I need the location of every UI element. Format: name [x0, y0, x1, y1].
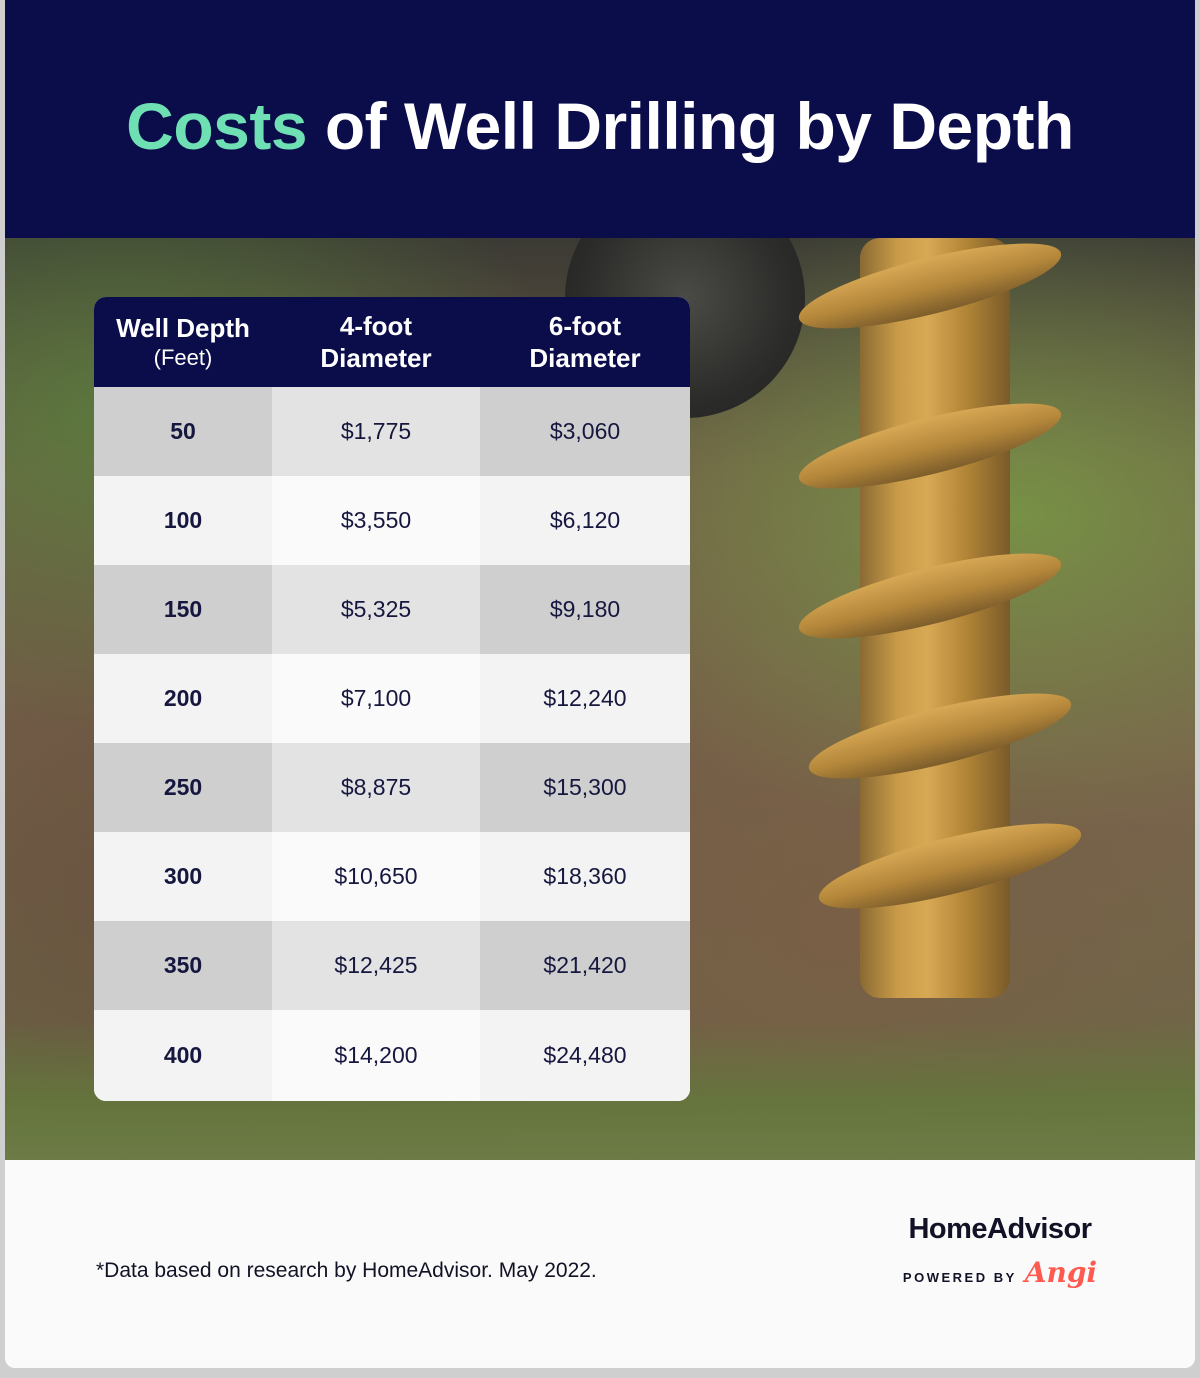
six-foot-cost-cell: $24,480: [480, 1010, 690, 1101]
table-row: 400 $14,200 $24,480: [94, 1010, 690, 1101]
four-foot-cost-cell: $5,325: [272, 565, 480, 654]
six-foot-cost-cell: $21,420: [480, 921, 690, 1010]
four-foot-cost-cell: $8,875: [272, 743, 480, 832]
brand-name: HomeAdvisor: [908, 1213, 1092, 1245]
six-foot-cost-cell: $12,240: [480, 654, 690, 743]
six-foot-cost-cell: $6,120: [480, 476, 690, 565]
four-foot-cost-cell: $3,550: [272, 476, 480, 565]
depth-cell: 300: [94, 832, 272, 921]
depth-cell: 200: [94, 654, 272, 743]
four-foot-cost-cell: $12,425: [272, 921, 480, 1010]
depth-cell: 50: [94, 387, 272, 476]
title-accent: Costs: [126, 89, 308, 163]
header-4-foot-diameter: 4-foot Diameter: [320, 311, 432, 373]
infographic-card: Costs of Well Drilling by Depth Well Dep…: [5, 0, 1195, 1368]
table-row: 250 $8,875 $15,300: [94, 743, 690, 832]
four-foot-cost-cell: $14,200: [272, 1010, 480, 1101]
six-foot-cost-cell: $3,060: [480, 387, 690, 476]
powered-by-line: POWERED BY Angi: [895, 1256, 1105, 1289]
table-row: 300 $10,650 $18,360: [94, 832, 690, 921]
powered-by-label: POWERED BY: [902, 1270, 1017, 1285]
depth-cell: 350: [94, 921, 272, 1010]
table-row: 150 $5,325 $9,180: [94, 565, 690, 654]
table-row: 100 $3,550 $6,120: [94, 476, 690, 565]
source-footnote: *Data based on research by HomeAdvisor. …: [96, 1259, 597, 1282]
depth-cell: 400: [94, 1010, 272, 1101]
depth-cell: 250: [94, 743, 272, 832]
table-row: 200 $7,100 $12,240: [94, 654, 690, 743]
page-title: Costs of Well Drilling by Depth: [5, 86, 1195, 166]
depth-cell: 100: [94, 476, 272, 565]
homeadvisor-logo: HomeAdvisor POWERED BY Angi: [895, 1213, 1105, 1289]
table-row: 50 $1,775 $3,060: [94, 387, 690, 476]
four-foot-cost-cell: $7,100: [272, 654, 480, 743]
table-row: 350 $12,425 $21,420: [94, 921, 690, 1010]
angi-logo: Angi: [1024, 1256, 1098, 1289]
six-foot-cost-cell: $18,360: [480, 832, 690, 921]
header-banner: Costs of Well Drilling by Depth: [5, 0, 1195, 238]
header-6-foot-diameter: 6-foot Diameter: [529, 311, 641, 373]
four-foot-cost-cell: $1,775: [272, 387, 480, 476]
six-foot-cost-cell: $15,300: [480, 743, 690, 832]
depth-cell: 150: [94, 565, 272, 654]
cost-table: Well Depth (Feet) 4-foot Diameter 6-foot…: [94, 297, 690, 1101]
table-header: Well Depth (Feet) 4-foot Diameter 6-foot…: [94, 297, 690, 387]
title-rest: of Well Drilling by Depth: [307, 89, 1074, 163]
six-foot-cost-cell: $9,180: [480, 565, 690, 654]
header-well-depth: Well Depth (Feet): [116, 313, 250, 370]
four-foot-cost-cell: $10,650: [272, 832, 480, 921]
